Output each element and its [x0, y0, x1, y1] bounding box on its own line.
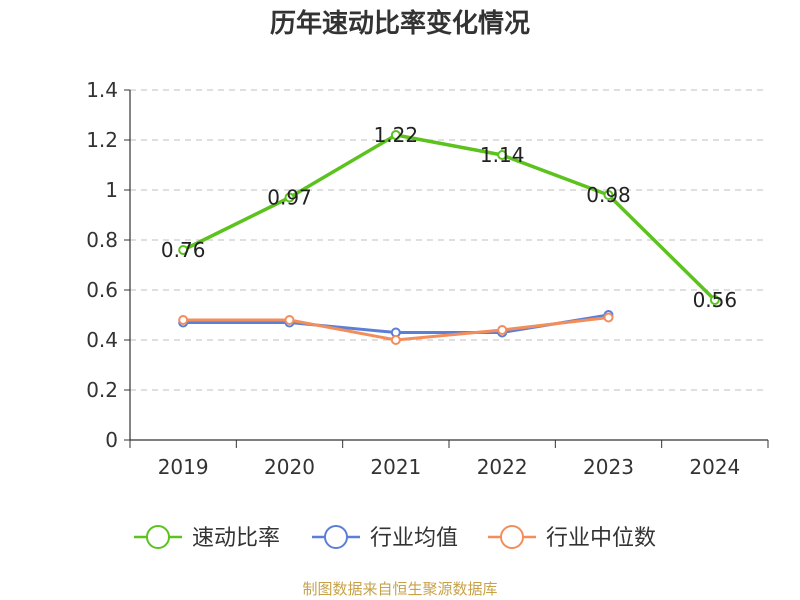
y-tick-label: 1.4 [86, 78, 118, 102]
data-label: 0.76 [161, 238, 206, 262]
legend-item-1[interactable]: 行业均值 [312, 525, 458, 551]
data-point[interactable] [390, 130, 401, 140]
y-tick-label: 1 [105, 178, 118, 202]
legend-label: 行业中位数 [546, 526, 656, 551]
data-point[interactable] [284, 192, 295, 203]
legend-marker [324, 525, 348, 549]
data-label: 0.56 [693, 288, 738, 312]
data-point[interactable] [709, 295, 720, 305]
legend-item-2[interactable]: 行业中位数 [488, 525, 656, 551]
x-tick-label: 2019 [158, 455, 209, 479]
legend-item-0[interactable]: 速动比率 [134, 525, 280, 551]
x-tick-label: 2022 [477, 455, 528, 479]
grid-lines [130, 89, 768, 391]
data-label: 0.97 [267, 186, 312, 210]
x-tick-label: 2021 [370, 455, 421, 479]
series-line-0 [182, 133, 717, 302]
y-tick-label: 0.4 [86, 328, 118, 352]
data-point[interactable] [178, 315, 189, 325]
legend[interactable]: 速动比率 行业均值 行业中位数 [134, 525, 656, 551]
legend-marker [146, 525, 170, 549]
source-note: 制图数据来自恒生聚源数据库 [302, 580, 497, 598]
x-axis-ticks: 2019 2020 2021 2022 2023 2024 [129, 440, 769, 479]
data-point[interactable] [497, 325, 508, 335]
data-labels: 0.76 0.97 1.22 1.14 0.98 0.56 [161, 123, 737, 312]
data-point[interactable] [284, 315, 295, 325]
y-tick-label: 0.6 [86, 278, 118, 302]
y-tick-label: 0 [105, 428, 118, 452]
y-tick-label: 0.2 [86, 378, 118, 402]
y-axis-ticks: 0 0.2 0.4 0.6 0.8 1 1.2 1.4 [86, 78, 130, 452]
data-label: 0.98 [586, 183, 631, 207]
data-point[interactable] [390, 335, 401, 345]
x-tick-label: 2024 [689, 455, 740, 479]
legend-label: 速动比率 [192, 526, 280, 551]
legend-label: 行业均值 [370, 526, 458, 551]
data-point[interactable] [497, 150, 508, 160]
data-label: 1.22 [374, 123, 419, 147]
data-point[interactable] [603, 190, 614, 200]
data-label: 1.14 [480, 143, 525, 167]
legend-marker [500, 525, 524, 549]
x-tick-label: 2020 [264, 455, 315, 479]
series-layer [178, 130, 720, 345]
data-point[interactable] [603, 312, 614, 323]
x-tick-label: 2023 [583, 455, 634, 479]
axes [129, 90, 768, 441]
chart-title: 历年速动比率变化情况 [270, 8, 530, 39]
y-tick-label: 1.2 [86, 128, 118, 152]
y-tick-label: 0.8 [86, 228, 118, 252]
data-point[interactable] [178, 245, 189, 255]
